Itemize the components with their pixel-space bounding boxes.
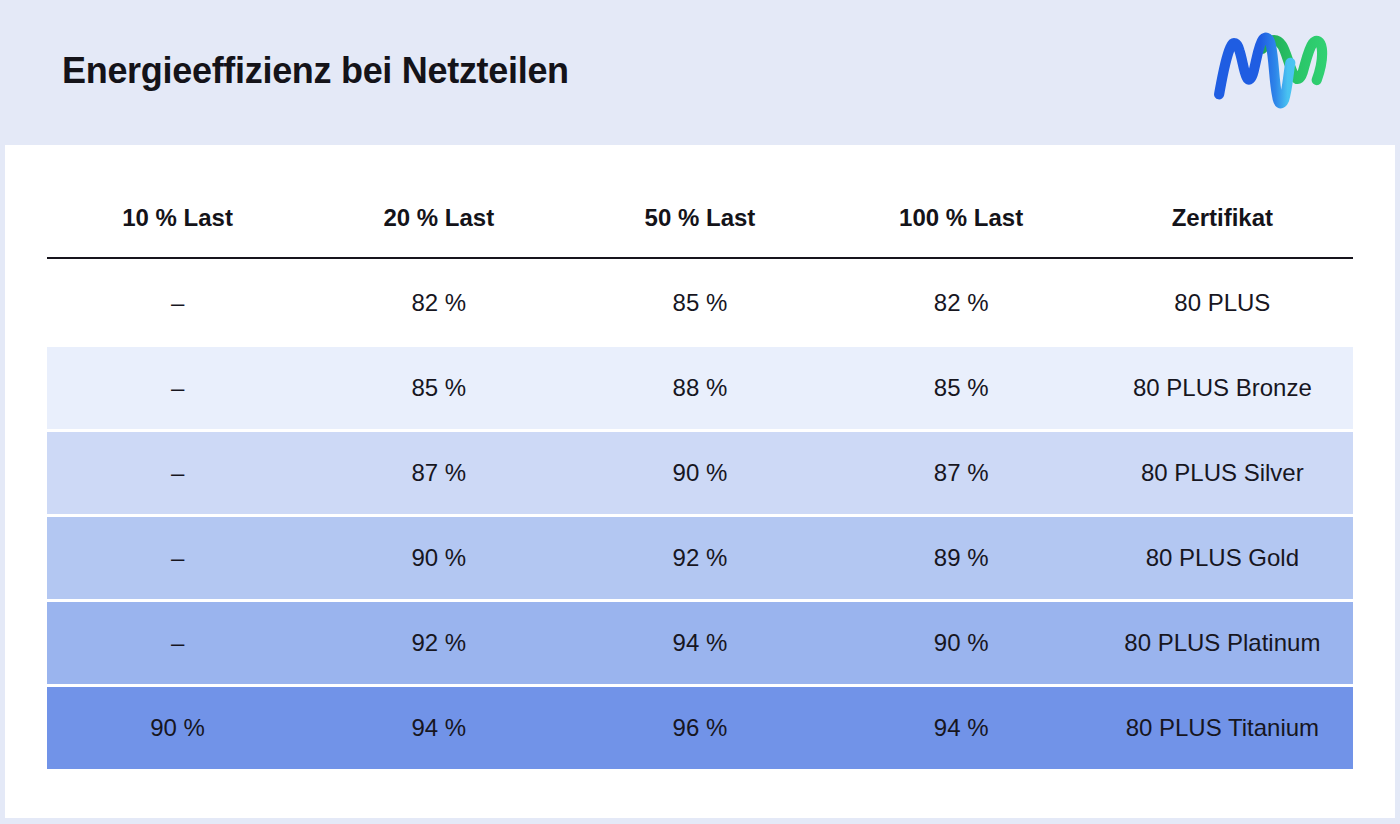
cell: 92 % xyxy=(569,544,830,572)
page-title: Energieeffizienz bei Netzteilen xyxy=(62,50,569,92)
cell: – xyxy=(47,629,308,657)
cell: 94 % xyxy=(308,714,569,742)
cell: 90 % xyxy=(308,544,569,572)
cell: – xyxy=(47,459,308,487)
column-header-20-last: 20 % Last xyxy=(308,204,569,232)
cell: 90 % xyxy=(47,714,308,742)
table-row-gold: – 90 % 92 % 89 % 80 PLUS Gold xyxy=(47,517,1353,599)
cell: 82 % xyxy=(831,289,1092,317)
column-header-100-last: 100 % Last xyxy=(831,204,1092,232)
cell: 94 % xyxy=(831,714,1092,742)
cell: 87 % xyxy=(308,459,569,487)
cell: 96 % xyxy=(569,714,830,742)
cell: – xyxy=(47,544,308,572)
cell: 92 % xyxy=(308,629,569,657)
cell: – xyxy=(47,289,308,317)
column-header-zertifikat: Zertifikat xyxy=(1092,204,1353,232)
table-row-silver: – 87 % 90 % 87 % 80 PLUS Silver xyxy=(47,432,1353,514)
cell-certificate: 80 PLUS Titanium xyxy=(1092,714,1353,742)
cell-certificate: 80 PLUS Silver xyxy=(1092,459,1353,487)
cell: 85 % xyxy=(569,289,830,317)
table-header-row: 10 % Last 20 % Last 50 % Last 100 % Last… xyxy=(47,179,1353,257)
cell-certificate: 80 PLUS xyxy=(1092,289,1353,317)
cell: 87 % xyxy=(831,459,1092,487)
cell: 82 % xyxy=(308,289,569,317)
efficiency-table: 10 % Last 20 % Last 50 % Last 100 % Last… xyxy=(47,179,1353,769)
cell-certificate: 80 PLUS Platinum xyxy=(1092,629,1353,657)
cell: 90 % xyxy=(569,459,830,487)
header: Energieeffizienz bei Netzteilen xyxy=(0,0,1400,145)
table-card: 10 % Last 20 % Last 50 % Last 100 % Last… xyxy=(5,145,1395,818)
cell: 94 % xyxy=(569,629,830,657)
cell: 90 % xyxy=(831,629,1092,657)
column-header-50-last: 50 % Last xyxy=(569,204,830,232)
header-divider xyxy=(47,257,1353,259)
cell: 85 % xyxy=(831,374,1092,402)
table-row-bronze: – 85 % 88 % 85 % 80 PLUS Bronze xyxy=(47,347,1353,429)
cell: – xyxy=(47,374,308,402)
cell-certificate: 80 PLUS Gold xyxy=(1092,544,1353,572)
column-header-10-last: 10 % Last xyxy=(47,204,308,232)
cell-certificate: 80 PLUS Bronze xyxy=(1092,374,1353,402)
cell: 85 % xyxy=(308,374,569,402)
cell: 89 % xyxy=(831,544,1092,572)
table-row-titanium: 90 % 94 % 96 % 94 % 80 PLUS Titanium xyxy=(47,687,1353,769)
table-row-80plus: – 82 % 85 % 82 % 80 PLUS xyxy=(47,262,1353,344)
cell: 88 % xyxy=(569,374,830,402)
table-row-platinum: – 92 % 94 % 90 % 80 PLUS Platinum xyxy=(47,602,1353,684)
brand-logo-icon xyxy=(1212,32,1334,118)
